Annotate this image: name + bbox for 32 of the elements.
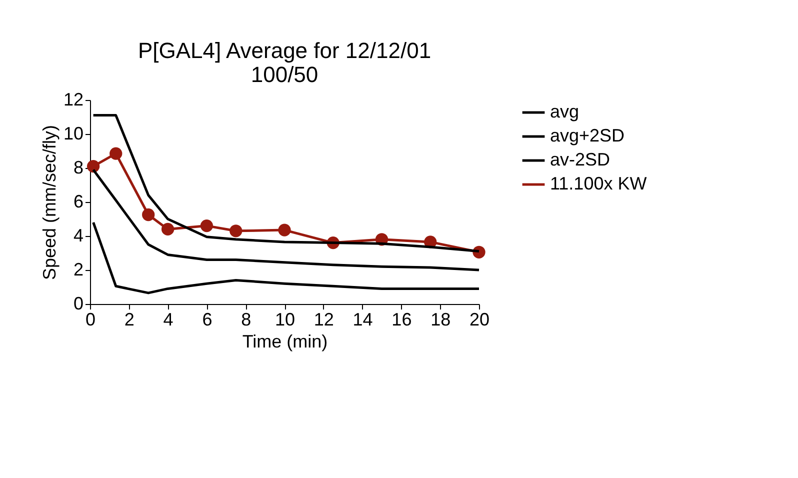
point <box>161 222 174 236</box>
x-tick-label: 4 <box>163 310 174 330</box>
legend-label: av-2SD <box>550 150 610 170</box>
x-tick-label: 6 <box>202 310 212 330</box>
y-tick-label: 8 <box>73 158 84 178</box>
y-tick-label: 4 <box>73 226 84 246</box>
x-tick-label: 18 <box>430 310 451 330</box>
x-tick-label: 2 <box>124 310 134 330</box>
y-axis-title: Speed (mm/sec/fly) <box>39 124 60 280</box>
point <box>86 160 100 173</box>
x-axis-title: Time (min) <box>242 332 328 352</box>
point <box>200 219 214 232</box>
legend-label: 11.100x KW <box>550 174 647 194</box>
x-tick-label: 12 <box>314 310 334 330</box>
legend-label: avg <box>550 102 580 122</box>
point <box>230 224 242 238</box>
x-tick-label: 14 <box>352 310 373 330</box>
x-tick-label: 16 <box>392 310 412 330</box>
text: 100/50 <box>250 62 318 87</box>
point <box>110 147 122 160</box>
point <box>278 224 291 236</box>
y-tick-label: 10 <box>63 124 84 144</box>
legend-label: avg+2SD <box>550 126 625 146</box>
y-tick-label: 12 <box>63 90 84 110</box>
point <box>142 208 155 222</box>
x-tick-label: 20 <box>469 310 490 330</box>
y-tick-label: 2 <box>73 260 84 280</box>
text: P[GAL4] Average for 12/12/01 <box>138 38 432 63</box>
x-tick-label: 10 <box>274 310 296 330</box>
y-tick-label: 0 <box>73 294 84 314</box>
y-tick-label: 6 <box>73 192 84 212</box>
x-tick-label: 8 <box>241 310 252 330</box>
